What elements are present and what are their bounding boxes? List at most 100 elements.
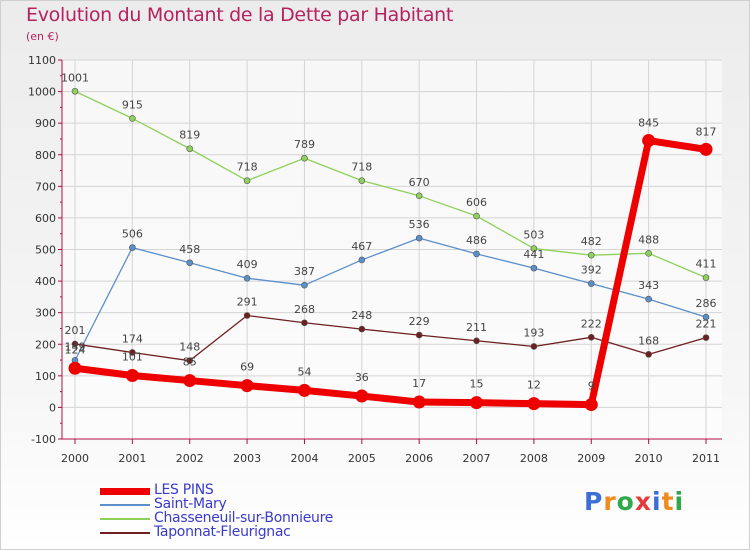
data-point bbox=[645, 249, 652, 257]
data-label: 291 bbox=[237, 296, 258, 309]
data-point bbox=[301, 154, 308, 162]
logo-letter: r bbox=[603, 487, 617, 516]
data-label: 343 bbox=[638, 279, 659, 292]
data-point bbox=[702, 274, 710, 281]
data-label: 201 bbox=[65, 324, 86, 337]
data-point bbox=[473, 250, 480, 258]
data-point bbox=[473, 337, 480, 345]
data-label: 211 bbox=[466, 321, 487, 334]
data-label: 229 bbox=[409, 315, 430, 328]
data-point bbox=[587, 251, 595, 259]
data-point bbox=[129, 244, 136, 251]
data-point bbox=[129, 115, 136, 122]
legend-swatch bbox=[100, 518, 150, 520]
data-point bbox=[415, 331, 423, 339]
data-label: 458 bbox=[179, 243, 200, 256]
x-tick-label: 2003 bbox=[233, 452, 261, 465]
data-label: 221 bbox=[696, 318, 717, 331]
data-label: 845 bbox=[638, 117, 659, 130]
data-point bbox=[243, 177, 251, 184]
data-label: 606 bbox=[466, 196, 487, 209]
data-label: 148 bbox=[179, 341, 200, 354]
data-label: 915 bbox=[122, 98, 143, 111]
y-tick-label: -100 bbox=[31, 433, 56, 446]
data-label: 222 bbox=[581, 317, 602, 330]
data-point bbox=[186, 145, 194, 153]
x-tick-label: 2008 bbox=[520, 452, 548, 465]
data-point bbox=[183, 374, 197, 388]
data-point bbox=[530, 264, 538, 272]
data-label: 819 bbox=[179, 129, 200, 142]
data-label: 286 bbox=[696, 297, 717, 310]
data-label: 15 bbox=[470, 378, 484, 391]
data-label: 9 bbox=[588, 380, 595, 393]
data-label: 506 bbox=[122, 228, 143, 241]
series-line-saint-mary bbox=[74, 237, 707, 362]
data-label: 248 bbox=[351, 309, 372, 322]
data-label: 85 bbox=[183, 356, 197, 369]
data-label: 54 bbox=[297, 365, 311, 378]
y-tick-label: 800 bbox=[35, 149, 56, 162]
data-point bbox=[358, 177, 366, 184]
data-point bbox=[530, 245, 538, 252]
data-label: 17 bbox=[412, 377, 426, 390]
data-point bbox=[186, 259, 194, 267]
data-point bbox=[699, 142, 713, 156]
chart-title: Evolution du Montant de la Dette par Hab… bbox=[26, 4, 454, 26]
data-point bbox=[186, 357, 194, 364]
y-tick-label: 300 bbox=[35, 307, 56, 320]
data-label: 718 bbox=[237, 161, 258, 174]
x-tick-label: 2004 bbox=[290, 452, 318, 465]
data-point bbox=[530, 343, 538, 350]
data-label: 441 bbox=[523, 248, 544, 261]
logo-letter: P bbox=[584, 487, 604, 516]
data-label: 817 bbox=[696, 125, 717, 138]
y-tick-label: 400 bbox=[35, 275, 56, 288]
y-tick-label: 900 bbox=[35, 117, 56, 130]
logo-letter: i bbox=[674, 487, 685, 516]
y-tick-label: 100 bbox=[35, 370, 56, 383]
data-label: 392 bbox=[581, 264, 602, 277]
data-point bbox=[415, 234, 423, 242]
legend-label: Chasseneuil-sur-Bonnieure bbox=[154, 510, 334, 526]
legend-label: LES PINS bbox=[154, 482, 214, 498]
data-point bbox=[702, 334, 710, 341]
data-point bbox=[297, 383, 311, 397]
legend-label: Saint-Mary bbox=[154, 496, 227, 512]
logo-letter: t bbox=[661, 487, 675, 516]
data-label: 718 bbox=[351, 161, 372, 174]
data-point bbox=[243, 312, 251, 319]
data-label: 670 bbox=[409, 176, 430, 189]
data-point bbox=[71, 87, 79, 95]
data-label: 193 bbox=[523, 326, 544, 339]
data-label: 149 bbox=[65, 340, 86, 353]
data-point bbox=[702, 313, 710, 321]
x-tick-label: 2009 bbox=[577, 452, 605, 465]
data-label: 387 bbox=[294, 265, 315, 278]
data-point bbox=[358, 256, 366, 264]
legend-swatch bbox=[100, 504, 150, 506]
data-label: 488 bbox=[638, 233, 659, 246]
data-point bbox=[642, 134, 656, 148]
x-tick-label: 2011 bbox=[692, 452, 720, 465]
x-tick-label: 2001 bbox=[118, 452, 146, 465]
data-point bbox=[243, 274, 251, 282]
x-tick-label: 2005 bbox=[348, 452, 376, 465]
data-label: 482 bbox=[581, 235, 602, 248]
data-point bbox=[240, 379, 254, 393]
y-tick-label: 200 bbox=[35, 338, 56, 351]
data-point bbox=[71, 340, 79, 348]
y-tick-label: 700 bbox=[35, 180, 56, 193]
unit-label: (en €) bbox=[26, 30, 59, 43]
data-point bbox=[412, 395, 426, 409]
data-point bbox=[527, 397, 541, 411]
logo-letter: i bbox=[652, 487, 662, 516]
series-line-taponnat-fleurignac bbox=[74, 314, 707, 362]
data-point bbox=[301, 319, 308, 327]
data-label: 174 bbox=[122, 332, 143, 345]
data-label: 124 bbox=[65, 343, 86, 356]
data-point bbox=[645, 295, 652, 303]
x-tick-label: 2000 bbox=[61, 452, 89, 465]
data-label: 536 bbox=[409, 218, 430, 231]
